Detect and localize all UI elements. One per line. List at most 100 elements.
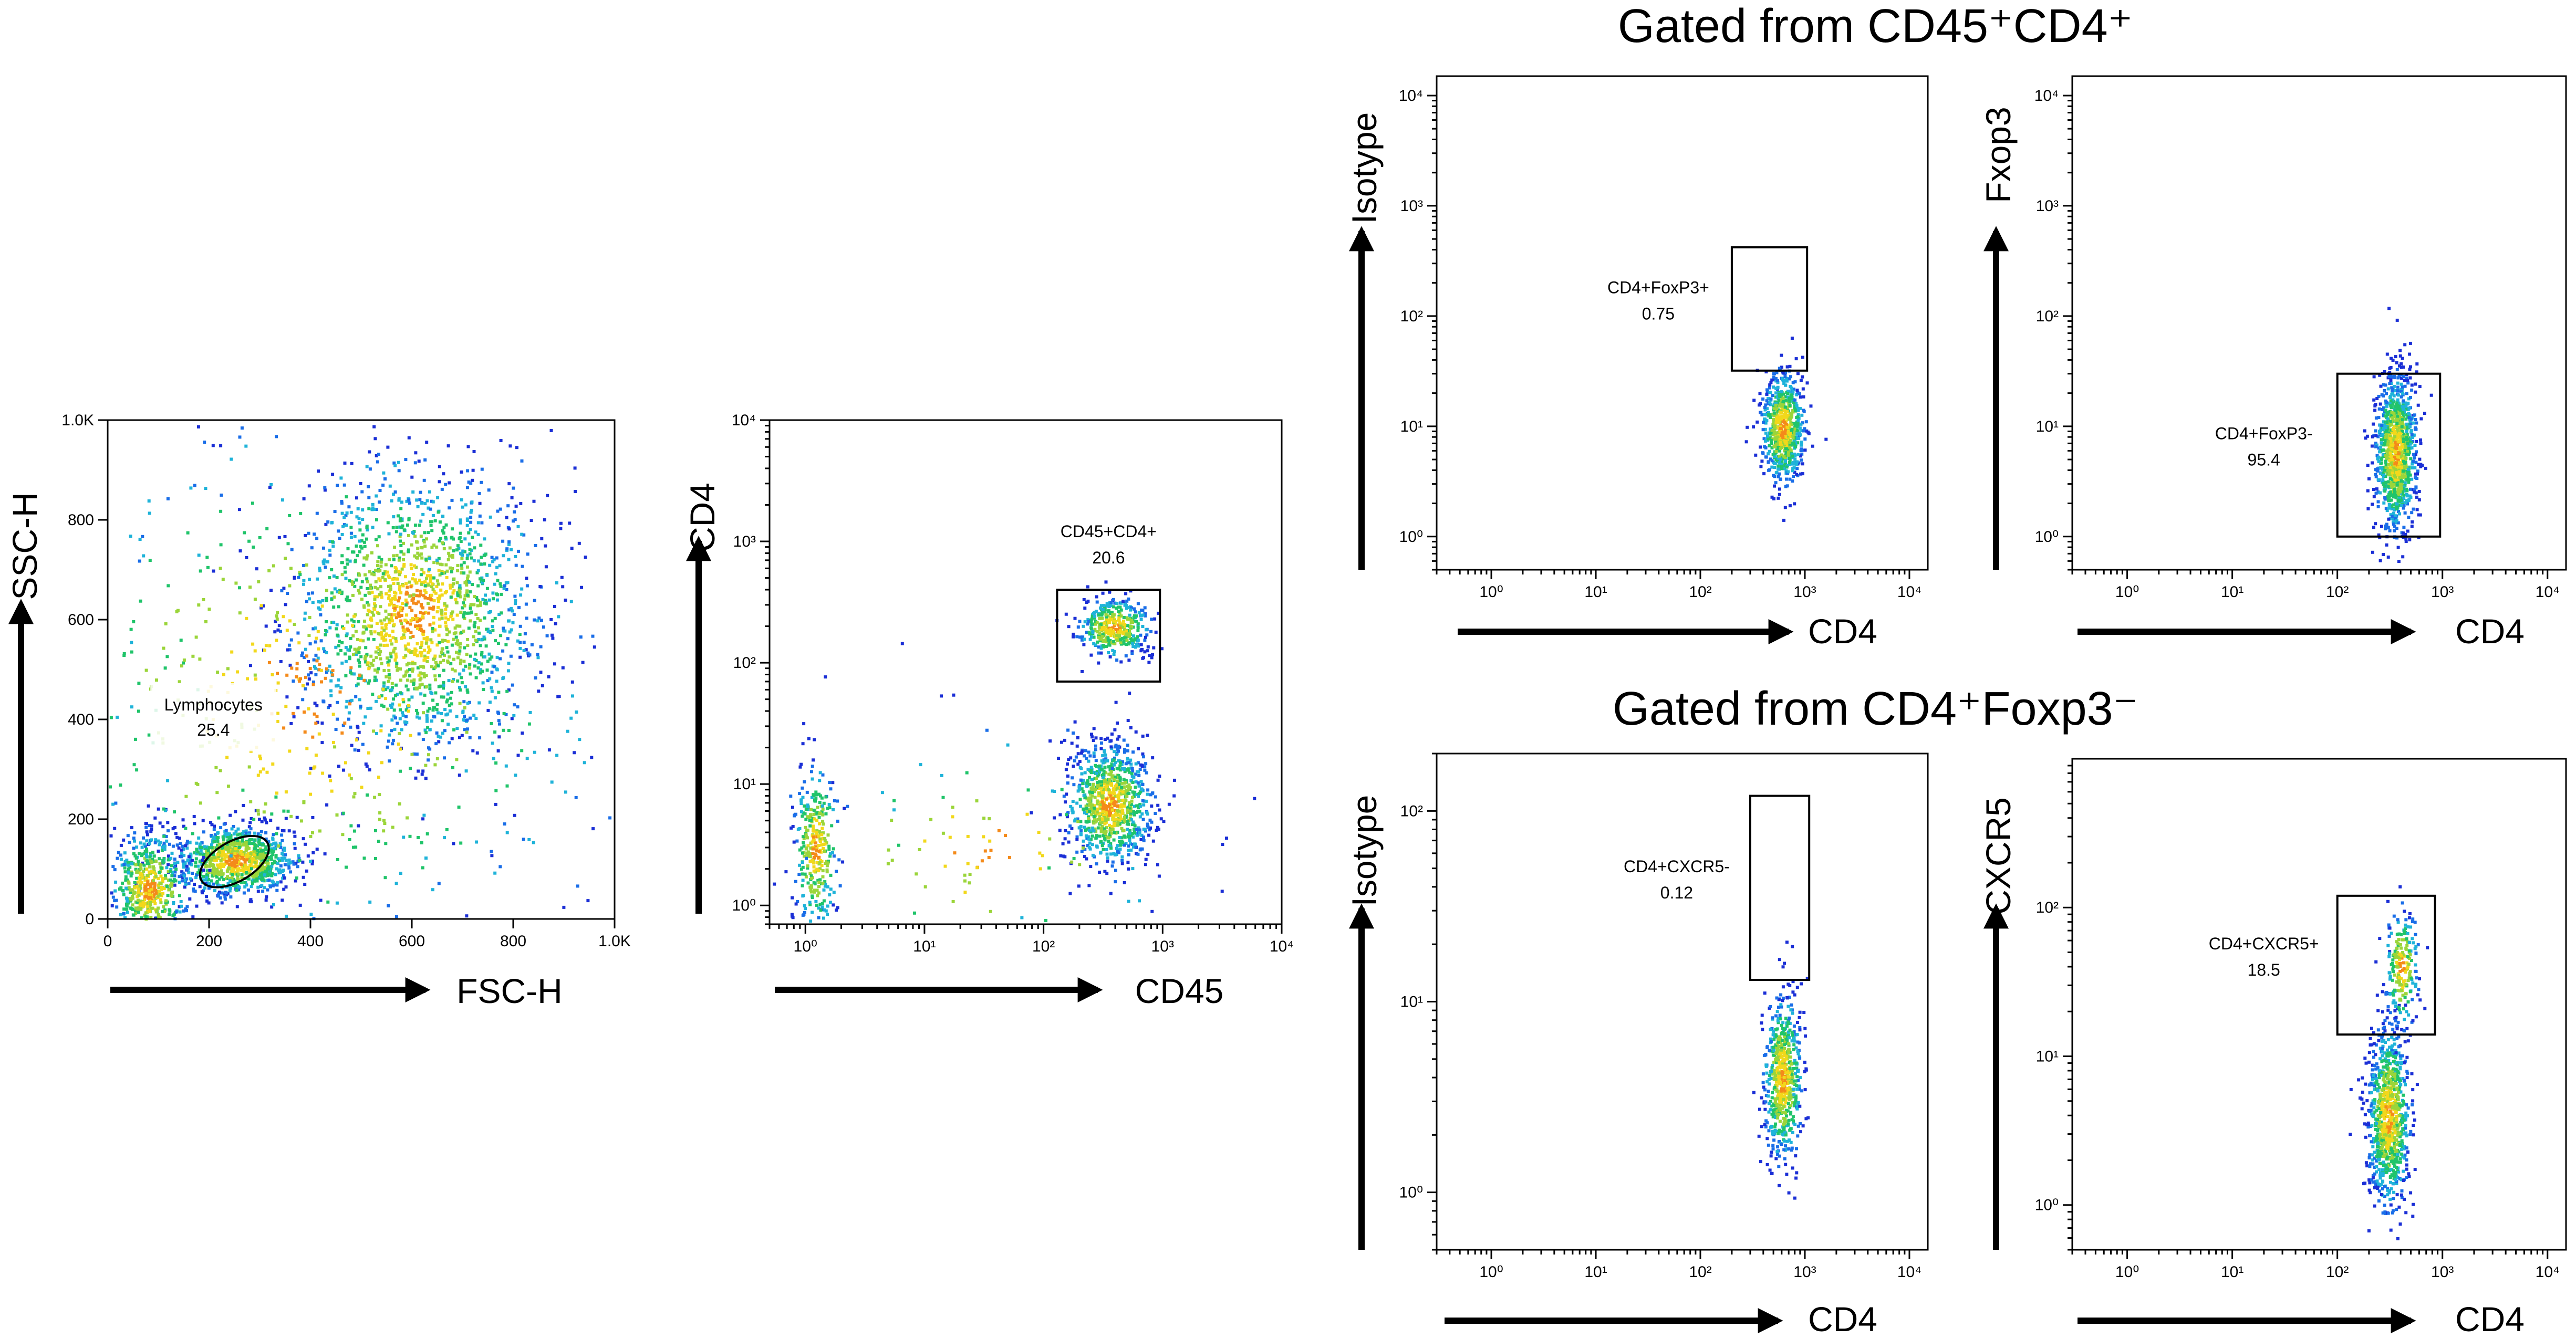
data-point (168, 913, 171, 916)
data-point (341, 811, 345, 815)
data-point (127, 901, 130, 905)
data-point (520, 532, 524, 536)
data-point (223, 845, 226, 849)
data-point (451, 567, 454, 570)
data-point (453, 626, 457, 630)
data-point (313, 765, 317, 769)
data-point (1128, 630, 1131, 633)
data-point (265, 895, 268, 898)
data-point (254, 874, 258, 877)
data-point (278, 859, 281, 862)
data-point (398, 596, 401, 600)
data-point (1118, 814, 1122, 818)
data-point (356, 637, 359, 641)
data-point (386, 570, 389, 574)
data-point (351, 582, 355, 586)
data-point (203, 441, 206, 444)
data-point (405, 720, 409, 724)
data-point (412, 593, 416, 597)
data-point (522, 649, 526, 652)
data-point (578, 738, 581, 741)
data-point (417, 732, 421, 736)
data-point (1119, 660, 1123, 664)
data-point (189, 856, 192, 860)
data-point (276, 827, 280, 830)
data-point (462, 571, 466, 575)
data-point (311, 831, 314, 834)
data-point (458, 686, 461, 689)
data-point (457, 547, 461, 550)
data-point (310, 591, 314, 595)
data-point (144, 883, 148, 886)
data-point (234, 829, 238, 833)
data-point (1107, 772, 1111, 776)
data-point (591, 634, 595, 638)
data-point (476, 617, 480, 620)
data-point (213, 824, 216, 828)
data-point (139, 599, 142, 603)
data-point (242, 830, 246, 834)
data-point (401, 607, 404, 610)
data-point (373, 586, 377, 589)
data-point (439, 735, 442, 739)
data-point (267, 661, 271, 664)
data-point (177, 846, 181, 850)
data-point (133, 909, 137, 913)
data-point (1105, 811, 1108, 815)
data-point (162, 856, 166, 860)
data-point (252, 850, 256, 853)
data-point (265, 770, 269, 774)
data-point (333, 745, 337, 749)
data-point (320, 604, 324, 608)
data-point (1091, 622, 1094, 626)
data-point (1109, 795, 1113, 798)
data-point (1137, 774, 1141, 777)
data-point (1119, 624, 1123, 628)
data-point (518, 624, 522, 628)
data-point (1131, 634, 1135, 638)
data-point (1119, 809, 1123, 813)
data-point (146, 904, 150, 908)
data-point (438, 624, 441, 628)
data-point (267, 879, 271, 882)
data-point (1079, 767, 1083, 770)
data-point (402, 552, 406, 556)
data-point (221, 578, 225, 581)
data-point (1127, 641, 1130, 644)
data-point (1085, 757, 1088, 760)
data-point (378, 653, 381, 656)
data-point (384, 624, 388, 628)
data-point (1117, 623, 1120, 627)
data-point (1093, 614, 1097, 618)
data-point (414, 625, 418, 629)
data-point (245, 858, 249, 862)
data-point (553, 605, 556, 608)
data-point (471, 478, 474, 482)
data-point (387, 584, 390, 588)
data-point (1068, 824, 1072, 828)
data-point (1107, 609, 1110, 613)
data-point (458, 672, 462, 676)
data-point (148, 910, 151, 913)
data-point (355, 684, 358, 687)
data-point (416, 556, 419, 560)
data-point (435, 584, 439, 588)
data-point (507, 619, 511, 623)
data-point (526, 651, 530, 655)
data-point (502, 728, 505, 732)
data-point (172, 878, 176, 882)
data-point (281, 859, 284, 862)
data-point (1099, 786, 1103, 790)
data-point (311, 601, 315, 604)
data-point (189, 486, 193, 490)
data-point (156, 894, 160, 898)
data-point (247, 852, 251, 855)
data-point (149, 896, 153, 900)
data-point (516, 639, 520, 643)
data-point (1089, 796, 1093, 800)
data-point (422, 711, 425, 715)
data-point (1101, 754, 1105, 758)
data-point (1075, 635, 1079, 639)
data-point (346, 620, 349, 624)
data-point (384, 697, 388, 701)
